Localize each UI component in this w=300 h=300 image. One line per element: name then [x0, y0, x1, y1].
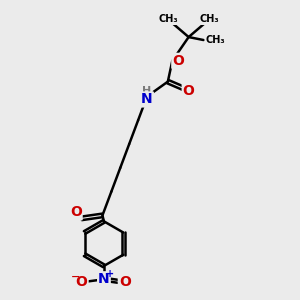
Text: −: − — [70, 272, 80, 282]
Text: O: O — [183, 84, 195, 98]
Text: O: O — [119, 275, 131, 289]
Text: CH₃: CH₃ — [200, 14, 219, 24]
Text: O: O — [76, 275, 88, 289]
Text: CH₃: CH₃ — [158, 14, 178, 24]
Text: O: O — [70, 206, 82, 219]
Text: H: H — [142, 85, 152, 96]
Text: CH₃: CH₃ — [206, 35, 225, 45]
Text: N: N — [98, 272, 110, 286]
Text: +: + — [106, 269, 115, 279]
Text: N: N — [141, 92, 153, 106]
Text: O: O — [172, 54, 184, 68]
